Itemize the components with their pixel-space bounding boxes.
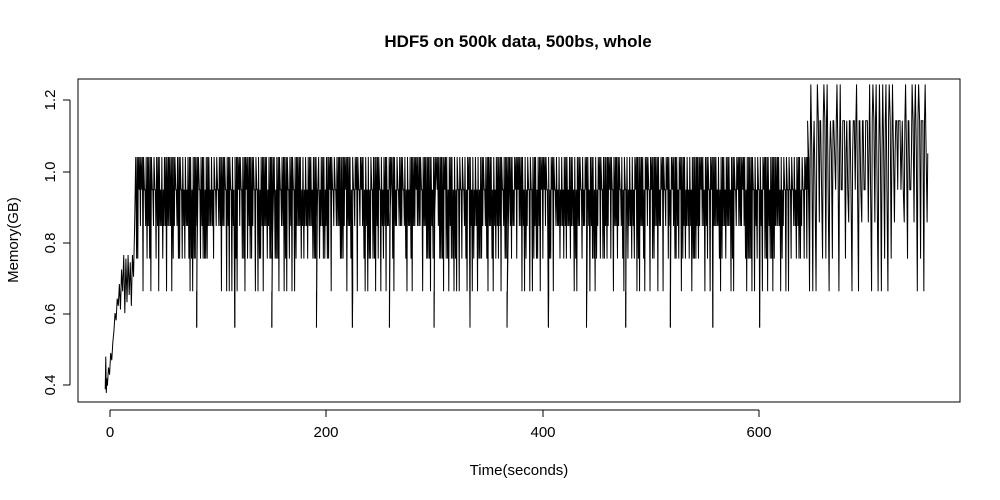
x-tick-label-0: 0 — [106, 424, 114, 441]
x-tick-label-600: 600 — [746, 424, 771, 441]
y-tick-label-0.8: 0.8 — [42, 233, 59, 254]
y-axis-label: Memory(GB) — [5, 197, 22, 283]
memory-series-line — [104, 84, 929, 393]
y-tick-label-0.4: 0.4 — [42, 375, 59, 396]
data-layer — [104, 84, 929, 393]
y-tick-label-1.0: 1.0 — [42, 162, 59, 183]
x-tick-label-200: 200 — [313, 424, 338, 441]
x-tick-label-400: 400 — [530, 424, 555, 441]
x-axis-ticks: 0 200 400 600 — [106, 410, 772, 441]
y-tick-label-1.2: 1.2 — [42, 90, 59, 111]
y-tick-label-0.6: 0.6 — [42, 304, 59, 325]
chart-title: HDF5 on 500k data, 500bs, whole — [384, 32, 651, 51]
y-axis-ticks: 0.4 0.6 0.8 1.0 1.2 — [42, 90, 70, 396]
plot-frame — [77, 78, 961, 403]
x-axis-label: Time(seconds) — [470, 462, 569, 479]
